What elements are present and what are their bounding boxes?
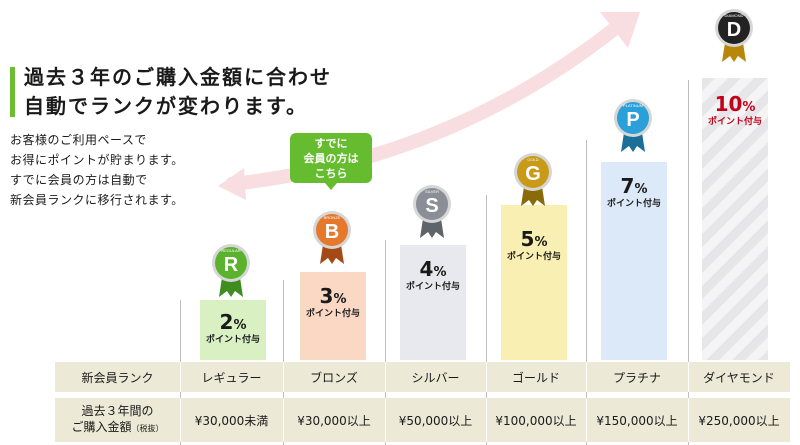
amount-header-line: ご購入金額 bbox=[71, 420, 132, 434]
column-divider bbox=[385, 240, 386, 445]
amount-cell: ¥250,000以上 bbox=[698, 413, 780, 428]
amount-header: 過去３年間の ご購入金額（税抜） bbox=[55, 398, 180, 442]
amount-cell: ¥30,000以上 bbox=[297, 413, 371, 428]
description-line: すでに会員の方は自動で bbox=[10, 173, 148, 187]
title-line-2: 自動でランクが変わります。 bbox=[24, 94, 308, 118]
rank-name-cell: プラチナ bbox=[612, 370, 661, 385]
column-divider bbox=[688, 80, 689, 445]
badge-label: SILVER bbox=[425, 189, 439, 194]
platinum-bar: 7% ポイント付与 bbox=[601, 162, 667, 360]
badge-letter: B bbox=[325, 221, 339, 243]
rank-name-cell: シルバー bbox=[411, 370, 460, 385]
description-line: お得にポイントが貯まります。 bbox=[10, 153, 184, 167]
gold-badge-icon: GOLD G bbox=[513, 152, 553, 208]
regular-bar: 2% ポイント付与 bbox=[200, 300, 266, 360]
callout-line: 会員の方は bbox=[303, 152, 359, 165]
badge-label: REGULAR bbox=[221, 248, 240, 253]
amount-header-line: 過去３年間の bbox=[81, 404, 154, 418]
amount-cell: ¥30,000未満 bbox=[194, 413, 269, 428]
badge-label: PLATINUM bbox=[623, 103, 643, 108]
rank-name-row: 新会員ランク レギュラー ブロンズ シルバー ゴールド プラチナ ダイヤモンド bbox=[55, 362, 790, 392]
amount-cell: ¥100,000以上 bbox=[495, 413, 577, 428]
column-divider bbox=[486, 195, 487, 445]
rank-name-cell: ゴールド bbox=[511, 370, 560, 385]
badge-label: BRONZE bbox=[324, 215, 341, 220]
heading-accent-bar bbox=[10, 67, 15, 117]
bronze-badge-icon: BRONZE B bbox=[312, 210, 352, 266]
badge-label: GOLD bbox=[527, 157, 538, 162]
diamond-bar: 10% ポイント付与 bbox=[702, 78, 768, 360]
badge-letter: S bbox=[425, 195, 438, 217]
callout-line: すでに bbox=[314, 137, 348, 150]
diamond-badge-icon: DIAMOND D bbox=[714, 8, 754, 64]
description: お客様のご利用ペースで お得にポイントが貯まります。 すでに会員の方は自動で 新… bbox=[10, 130, 184, 210]
bronze-bar: 3% ポイント付与 bbox=[300, 272, 366, 360]
platinum-percent: 7% ポイント付与 bbox=[606, 174, 661, 209]
column-divider bbox=[586, 140, 587, 445]
silver-percent: 4% ポイント付与 bbox=[405, 257, 460, 292]
title-line-1: 過去３年のご購入金額に合わせ bbox=[24, 65, 332, 89]
page-title: 過去３年のご購入金額に合わせ 自動でランクが変わります。 bbox=[24, 63, 332, 121]
regular-percent: 2% ポイント付与 bbox=[205, 310, 260, 345]
description-line: お客様のご利用ペースで bbox=[10, 133, 147, 147]
badge-label: DIAMOND bbox=[725, 13, 744, 18]
description-line: 新会員ランクに移行されます。 bbox=[10, 193, 184, 207]
gold-percent: 5% ポイント付与 bbox=[506, 227, 561, 262]
platinum-badge-icon: PLATINUM P bbox=[613, 98, 653, 154]
badge-letter: R bbox=[224, 254, 239, 276]
regular-badge-icon: REGULAR R bbox=[211, 243, 251, 299]
badge-letter: G bbox=[525, 163, 541, 185]
silver-bar: 4% ポイント付与 bbox=[400, 245, 466, 360]
tax-note: （税抜） bbox=[131, 424, 164, 433]
badge-letter: P bbox=[626, 109, 639, 131]
existing-member-callout: すでに 会員の方は こちら bbox=[290, 133, 372, 190]
silver-badge-icon: SILVER S bbox=[412, 184, 452, 240]
badge-letter: D bbox=[727, 19, 741, 41]
amount-cell: ¥150,000以上 bbox=[596, 413, 678, 428]
gold-bar: 5% ポイント付与 bbox=[501, 205, 567, 360]
rank-name-cell: ブロンズ bbox=[310, 370, 358, 385]
rank-name-cell: レギュラー bbox=[201, 370, 262, 385]
callout-line: こちら bbox=[314, 167, 348, 180]
purchase-amount-row: 過去３年間の ご購入金額（税抜） ¥30,000未満 ¥30,000以上 ¥50… bbox=[55, 398, 790, 442]
amount-cell: ¥50,000以上 bbox=[398, 413, 473, 428]
diamond-percent: 10% ポイント付与 bbox=[707, 92, 762, 127]
rank-header: 新会員ランク bbox=[81, 370, 154, 385]
rank-name-cell: ダイヤモンド bbox=[703, 370, 775, 385]
bronze-percent: 3% ポイント付与 bbox=[305, 284, 360, 319]
